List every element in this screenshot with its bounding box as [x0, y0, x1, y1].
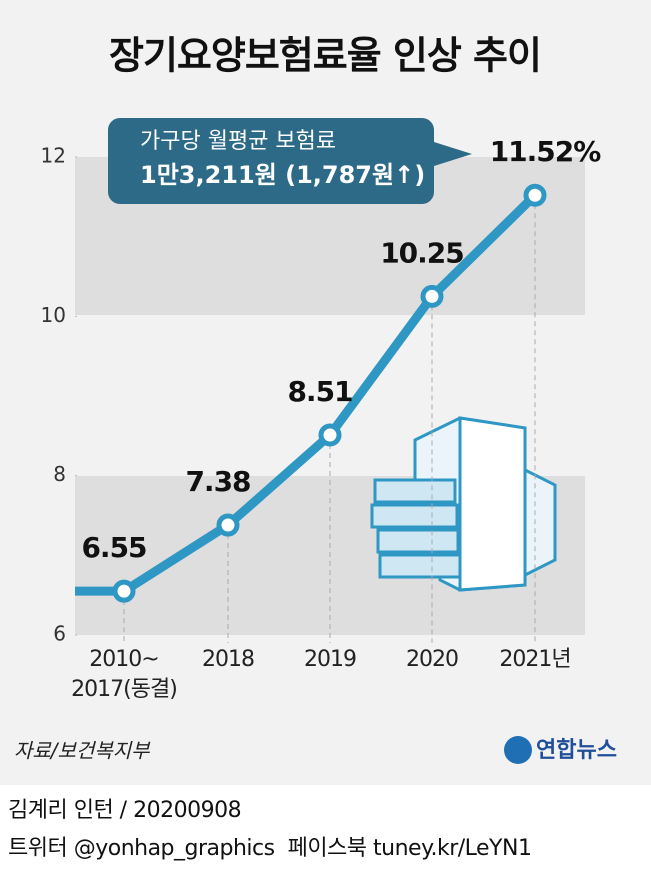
callout-box	[108, 118, 472, 204]
x-tick-label: 2021년	[499, 647, 571, 672]
y-tick-label: 8	[53, 462, 66, 486]
point	[216, 513, 240, 537]
credit: 김계리 인턴 / 20200908	[8, 798, 242, 823]
data-label: 6.55	[81, 531, 146, 564]
point	[318, 423, 342, 447]
data-label: 7.38	[185, 465, 250, 498]
y-tick-label: 6	[53, 622, 66, 646]
data-label: 8.51	[287, 375, 352, 408]
x-tick-label: 2020	[406, 647, 459, 672]
links: 트위터 @yonhap_graphics 페이스북 tuney.kr/LeYN1	[8, 836, 532, 861]
illustration	[370, 416, 557, 592]
logo: 연합뉴스	[536, 737, 617, 763]
x-tick-label: 2010~ 2017(동결)	[71, 647, 178, 702]
chart-title: 장기요양보험료율 인상 추이	[109, 34, 541, 78]
y-tick-label: 10	[41, 303, 66, 327]
callout-line2: 1만3,211원 (1,787원↑)	[140, 161, 425, 189]
data-label: 11.52%	[490, 135, 602, 168]
point	[112, 579, 136, 603]
point	[523, 183, 547, 207]
callout-line1: 가구당 월평균 보험료	[140, 129, 336, 154]
source: 자료/보건복지부	[14, 739, 151, 763]
logo-icon	[504, 736, 532, 764]
data-label: 10.25	[380, 236, 464, 269]
point	[420, 284, 444, 308]
x-tick-label: 2018	[202, 647, 255, 672]
y-tick-label: 12	[41, 144, 66, 168]
x-tick-label: 2019	[304, 647, 357, 672]
